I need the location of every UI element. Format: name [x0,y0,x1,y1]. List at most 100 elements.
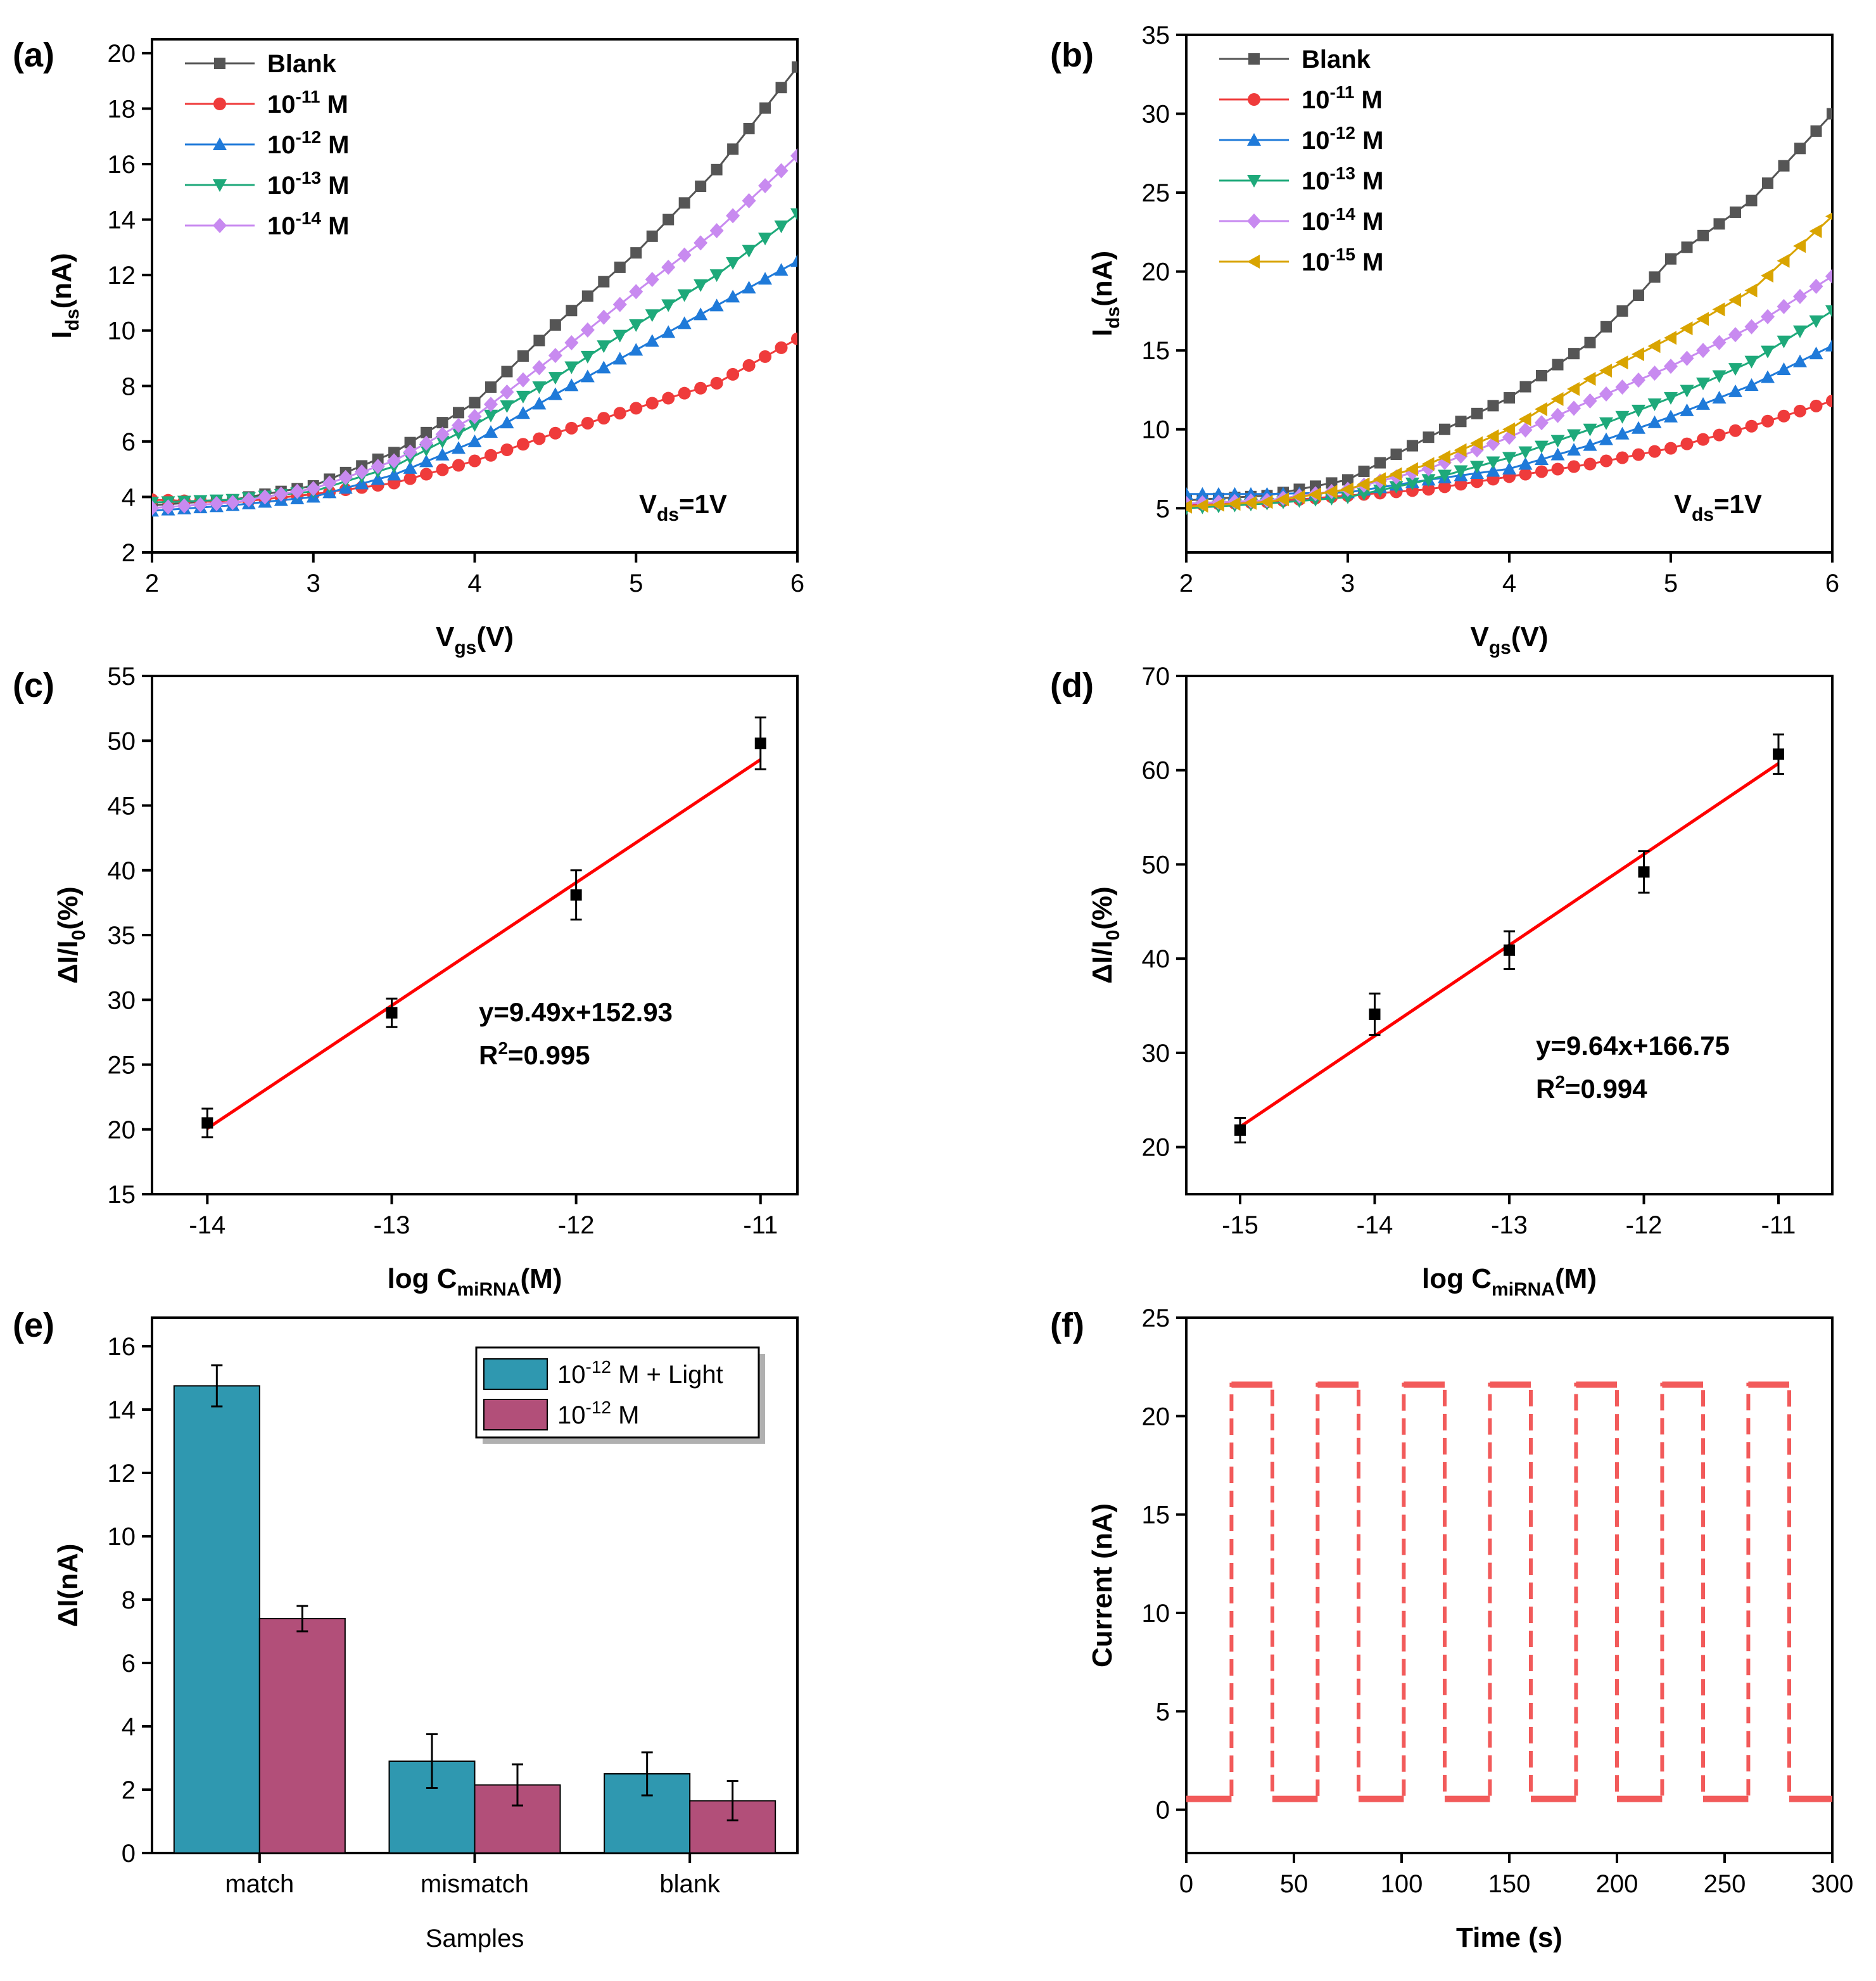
data-point [566,305,578,317]
data-point [1212,497,1224,512]
data-point [1696,377,1710,390]
data-point [1616,451,1629,464]
data-point [1599,432,1613,445]
data-point [580,322,595,338]
y-tick-label: 15 [1142,1501,1170,1529]
data-point [500,443,514,456]
data-point [532,381,547,395]
data-point [1664,359,1678,374]
data-point [1535,402,1547,416]
y-tick-label: 10 [108,317,136,345]
legend-label: 10-13 M [1302,163,1383,195]
data-point [1632,404,1645,417]
data-point [1809,224,1822,238]
data-point [709,223,724,239]
panel-b-axes: 2 3 4 5 6 5 10 15 20 25 30 35 (b) Vgs(V) Ids(nA) Blank 1… [1050,22,1839,658]
data-point [694,307,708,321]
data-point [500,416,514,429]
data-point [1697,229,1709,241]
data-point [483,409,498,423]
category-label: blank [659,1870,721,1898]
legend-label: 10-14 M [1302,204,1383,236]
data-point [645,397,659,410]
data-point [1504,944,1515,956]
plot-frame [1185,1316,1834,1854]
data-point [1599,417,1613,430]
data-point [371,472,385,485]
x-tick-label: 6 [790,570,804,597]
legend-entry: 10-13 M [185,168,349,200]
data-point [1825,305,1832,318]
data-point [1599,386,1613,402]
legend-label: Blank [1302,46,1371,73]
y-tick-label: 45 [108,793,136,820]
y-tick-label: 15 [108,1181,136,1209]
series-m15 [1186,212,1832,514]
data-point [1212,487,1226,500]
data-point [1584,336,1596,348]
x-axis-label: Vgs(V) [436,621,514,658]
y-tick-label: 2 [122,539,136,567]
data-point [1195,487,1210,500]
data-point [1809,279,1823,295]
data-point [209,495,224,511]
y-tick-label: 2 [122,1776,136,1804]
data-point [646,230,658,242]
data-point [742,193,756,208]
data-point [742,281,756,294]
data-point [709,269,724,283]
data-point [1664,392,1678,405]
data-point [1664,409,1678,423]
series-m14 [152,148,797,516]
data-point [403,461,417,474]
legend-label: 10-14 M [267,208,349,240]
data-point [759,102,771,114]
data-point [1357,477,1370,492]
x-tick-label: -11 [743,1211,778,1239]
data-point [1186,499,1192,514]
data-point [758,272,773,285]
y-tick-label: 20 [1142,258,1170,286]
legend-entry: 10-15 M [1219,245,1383,276]
data-point [420,468,433,481]
data-point [612,296,627,312]
y-tick-label: 50 [108,727,136,755]
data-point [548,387,562,400]
data-point [1615,426,1630,440]
data-point [1633,289,1644,301]
data-point [152,500,159,516]
data-point [774,263,789,276]
data-point [645,334,659,347]
data-point [1793,354,1807,367]
data-point [727,143,739,155]
data-point [1600,454,1613,468]
data-point [1615,411,1630,424]
data-point [1648,445,1661,458]
data-point [548,426,562,440]
data-point [201,1117,213,1129]
x-tick-label: 4 [467,570,481,597]
y-tick-label: 25 [1142,1304,1170,1332]
data-point [1438,450,1450,464]
y-tick-label: 35 [108,922,136,950]
y-tick-label: 16 [108,151,136,179]
data-point [1438,469,1452,483]
panel-c-axes: -14 -13 -12 -11 15 20 25 30 35 40 45 50 55 (c) log Cmi… [13,663,799,1300]
data-point [1649,271,1661,283]
panel-label: (f) [1050,1306,1084,1344]
x-tick-label: -13 [374,1211,410,1239]
data-point [1455,416,1467,428]
data-point [709,298,724,312]
data-point [435,447,450,461]
x-tick-label: 5 [1664,570,1678,597]
legend-label: 10-12 M [267,127,349,159]
data-point [1292,490,1305,504]
x-axis-label: Time (s) [1456,1922,1562,1953]
y-tick-label: 20 [1142,1134,1170,1162]
category-label: mismatch [421,1870,529,1898]
data-point [1550,407,1565,423]
data-point [1809,347,1823,360]
data-point [1535,440,1549,454]
data-point [1186,487,1193,500]
data-point [743,122,755,134]
